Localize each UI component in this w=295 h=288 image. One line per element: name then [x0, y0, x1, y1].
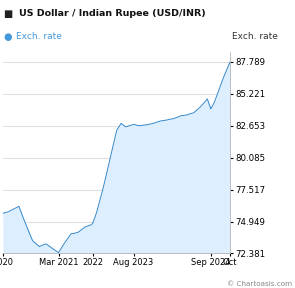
Text: US Dollar / Indian Rupee (USD/INR): US Dollar / Indian Rupee (USD/INR) — [19, 9, 206, 18]
Text: Exch. rate: Exch. rate — [16, 32, 62, 41]
Text: ●: ● — [3, 32, 12, 42]
Text: ■: ■ — [3, 9, 12, 19]
Text: © Chartoasis.com: © Chartoasis.com — [227, 281, 292, 287]
Text: Exch. rate: Exch. rate — [232, 32, 278, 41]
